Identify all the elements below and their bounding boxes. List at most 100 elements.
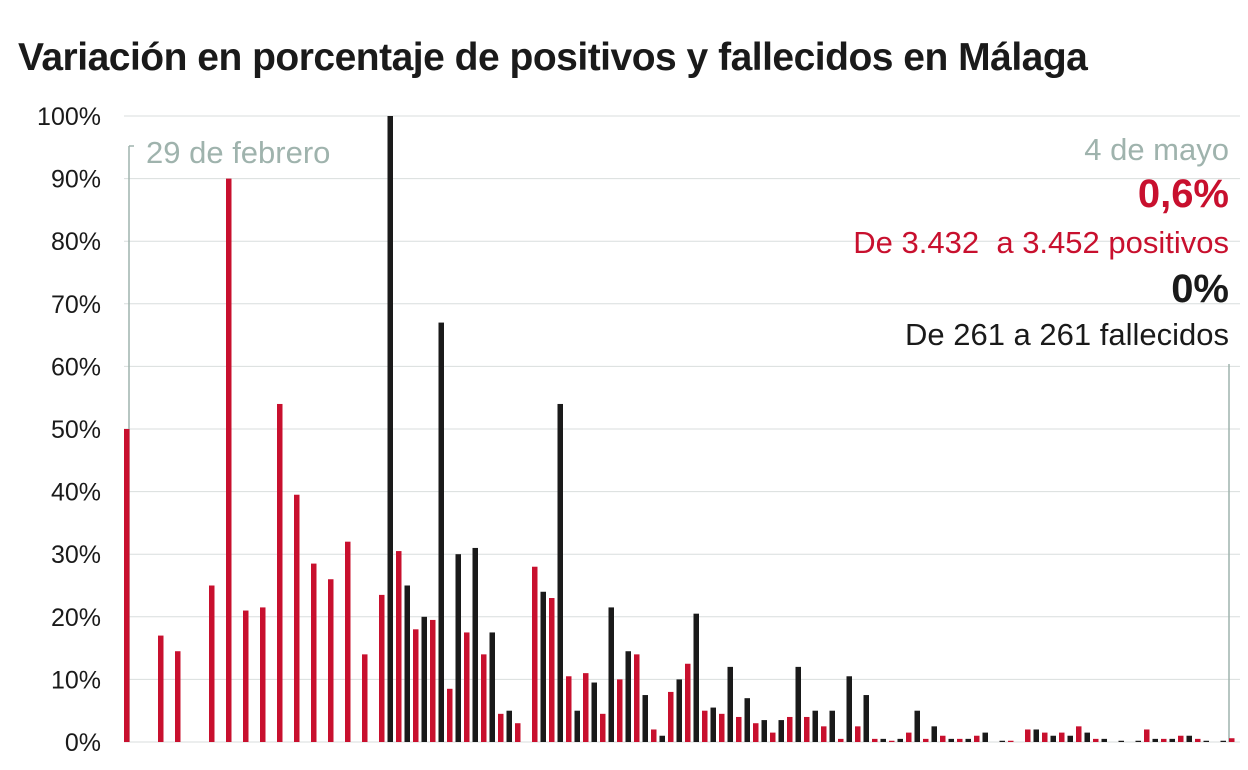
positivos-bar — [838, 738, 844, 742]
positivos-bar — [1093, 738, 1099, 742]
positivos-bar — [855, 726, 861, 742]
fallecidos-bar — [1118, 740, 1124, 742]
positivos-bar — [617, 679, 623, 742]
positivos-bar — [1144, 729, 1150, 742]
positivos-bar — [634, 654, 640, 742]
positivos-bar — [226, 178, 232, 743]
chart-title: Variación en porcentaje de positivos y f… — [18, 36, 1088, 79]
y-tick-label: 70% — [51, 291, 101, 319]
positivos-bar — [600, 713, 606, 742]
positivos-bar — [345, 541, 351, 742]
fallecidos-bar — [965, 738, 971, 742]
y-tick-label: 20% — [51, 604, 101, 632]
fallecidos-bar — [863, 695, 869, 742]
fallecidos-bar — [574, 710, 580, 742]
positivos-bar — [532, 566, 538, 742]
fallecidos-bar — [880, 738, 886, 742]
fallecidos-bar — [472, 547, 478, 742]
positivos-bar — [566, 676, 572, 742]
fallecidos-bar — [659, 735, 665, 742]
y-axis-ticks: 0% 10% 20% 30% 40% 50% 60% 70% 80% 90% 100% — [37, 103, 101, 757]
positivos-bar — [413, 629, 419, 742]
fallecidos-bar — [1186, 735, 1192, 742]
fallecidos-bar — [727, 666, 733, 742]
positivos-bar — [957, 738, 963, 742]
fallecidos-bar — [1050, 735, 1056, 742]
fallecidos-bar — [404, 585, 410, 742]
y-tick-label: 60% — [51, 353, 101, 381]
positivos-bar — [481, 654, 487, 742]
positivos-bar — [311, 563, 317, 742]
fallecidos-bar — [608, 607, 614, 742]
deaths-detail: De 261 a 261 fallecidos — [905, 317, 1229, 352]
fallecidos-bar — [387, 116, 393, 742]
fallecidos-bar — [1084, 732, 1090, 742]
positivos-bar — [940, 735, 946, 742]
fallecidos-bar — [914, 710, 920, 742]
positivos-bar — [260, 607, 266, 742]
positivos-bar — [872, 738, 878, 742]
positivos-bar — [770, 732, 776, 742]
positivos-bar — [328, 579, 334, 742]
end-date-label: 4 de mayo — [1084, 132, 1229, 167]
positivos-bar — [396, 551, 402, 742]
positivos-bar — [1025, 729, 1031, 742]
positivos-bar — [447, 688, 453, 742]
fallecidos-bar — [557, 403, 563, 742]
fallecidos-bar — [982, 732, 988, 742]
y-tick-label: 50% — [51, 416, 101, 444]
positivos-bar — [362, 654, 368, 742]
fallecidos-bar — [506, 710, 512, 742]
positivos-bar — [753, 723, 759, 742]
positivos-bar — [685, 663, 691, 742]
fallecidos-bar — [761, 720, 767, 742]
y-tick-label: 40% — [51, 479, 101, 507]
fallecidos-bar — [795, 666, 801, 742]
fallecidos-bar — [1101, 738, 1107, 742]
fallecidos-bar — [625, 651, 631, 742]
positivos-bar — [158, 635, 164, 742]
y-tick-label: 90% — [51, 166, 101, 194]
positivos-bar — [1229, 738, 1235, 742]
positivos-bar — [923, 738, 929, 742]
fallecidos-bar — [812, 710, 818, 742]
positivos-bar — [787, 716, 793, 742]
fallecidos-bar — [1152, 738, 1158, 742]
positivos-bar — [583, 673, 589, 742]
fallecidos-bar — [421, 616, 427, 742]
fallecidos-bar — [1033, 729, 1039, 742]
positivos-bar — [1161, 738, 1167, 742]
y-tick-label: 80% — [51, 228, 101, 256]
positivos-bar — [1008, 740, 1014, 742]
fallecidos-bar — [693, 613, 699, 742]
y-tick-label: 30% — [51, 541, 101, 569]
positivos-bar — [464, 632, 470, 742]
positivos-bar — [549, 598, 555, 742]
positivos-bar — [1178, 735, 1184, 742]
positives-percent: 0,6% — [1138, 172, 1229, 216]
positivos-bar — [124, 429, 130, 742]
fallecidos-bar — [1203, 740, 1209, 742]
fallecidos-bar — [846, 676, 852, 742]
positivos-bar — [906, 732, 912, 742]
fallecidos-bar — [744, 698, 750, 742]
positivos-bar — [1042, 732, 1048, 742]
positivos-bar — [974, 735, 980, 742]
fallecidos-bar — [999, 740, 1005, 742]
fallecidos-bar — [897, 738, 903, 742]
fallecidos-bar — [591, 682, 597, 742]
fallecidos-bar — [438, 322, 444, 742]
start-date-label: 29 de febrero — [146, 135, 330, 170]
bars — [124, 116, 1235, 743]
y-tick-label: 0% — [65, 729, 101, 757]
fallecidos-bar — [931, 726, 937, 742]
y-tick-label: 100% — [37, 103, 101, 131]
positives-detail: De 3.432 a 3.452 positivos — [853, 225, 1229, 260]
y-tick-label: 10% — [51, 666, 101, 694]
fallecidos-bar — [778, 720, 784, 742]
positivos-bar — [277, 403, 283, 742]
positivos-bar — [379, 594, 385, 742]
positivos-bar — [294, 494, 300, 742]
positivos-bar — [1195, 738, 1201, 742]
positivos-bar — [243, 610, 249, 742]
